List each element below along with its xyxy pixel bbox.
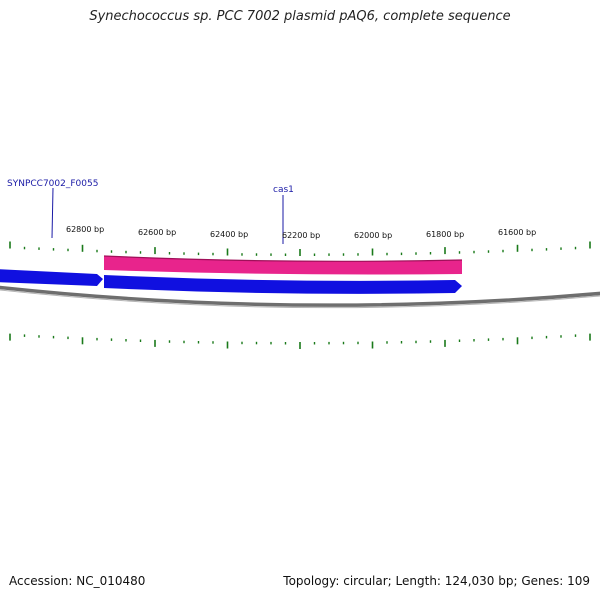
topology-summary: Topology: circular; Length: 124,030 bp; … <box>283 574 590 588</box>
scale-label-62400: 62400 bp <box>210 230 248 239</box>
map-title: Synechococcus sp. PCC 7002 plasmid pAQ6,… <box>89 9 511 24</box>
scale-label-61800: 61800 bp <box>426 230 464 239</box>
backbone-arc-highlight <box>0 289 600 309</box>
gene-cas1[interactable] <box>104 275 462 294</box>
scale-label-62200: 62200 bp <box>282 231 320 240</box>
scale-label-61600: 61600 bp <box>498 228 536 237</box>
gene-label-leader-f0055 <box>51 187 54 239</box>
gene-reverse-strand[interactable] <box>104 256 462 275</box>
gene-synpcc7002-f0055[interactable] <box>0 269 103 286</box>
scale-label-62800: 62800 bp <box>66 225 104 234</box>
inner-scale-ticks <box>9 333 591 349</box>
gene-label-synpcc7002-f0055: SYNPCC7002_F0055 <box>7 179 98 189</box>
gene-reverse-strand-edge <box>103 255 463 262</box>
scale-label-62000: 62000 bp <box>354 231 392 240</box>
scale-label-62600: 62600 bp <box>138 228 176 237</box>
backbone-arc <box>0 285 600 307</box>
outer-scale-ticks <box>9 241 591 256</box>
gene-label-cas1: cas1 <box>273 185 294 195</box>
accession-label: Accession: NC_010480 <box>9 574 146 588</box>
